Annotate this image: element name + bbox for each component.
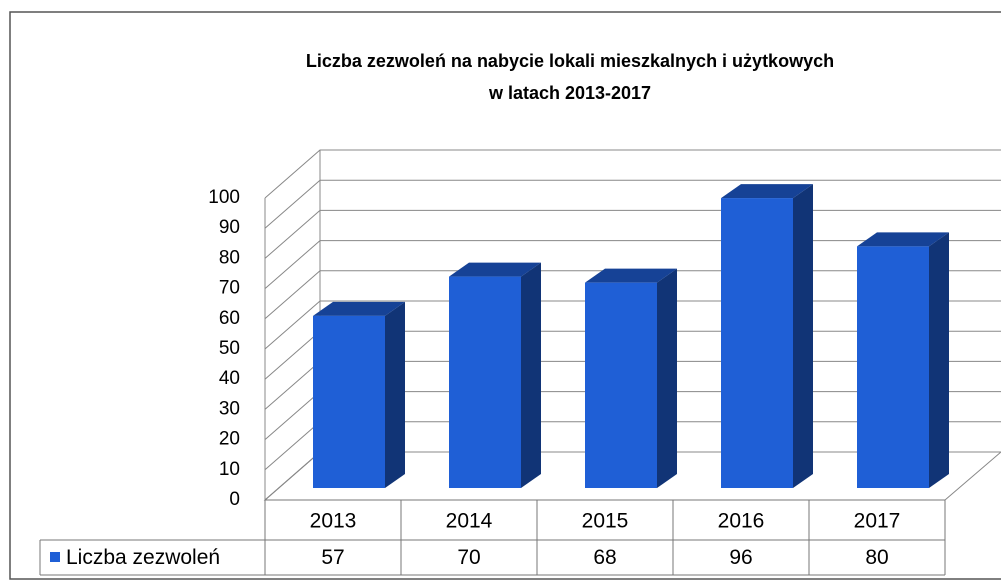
bar-top (857, 232, 949, 247)
bar-side (793, 184, 813, 488)
y-tick-label: 100 (208, 187, 240, 208)
bar (721, 184, 813, 488)
y-tick-label: 70 (219, 278, 240, 299)
chart-title: Liczba zezwoleń na nabycie lokali mieszk… (306, 51, 834, 71)
bar-side (385, 301, 405, 488)
bar-top (313, 301, 405, 316)
x-tick-label: 2015 (582, 510, 629, 533)
table-value: 80 (865, 546, 888, 569)
x-tick-label: 2014 (446, 510, 493, 533)
bar-top (721, 184, 813, 199)
bar (585, 268, 677, 488)
y-tick-label: 30 (219, 398, 240, 419)
legend-label: Liczba zezwoleń (66, 546, 220, 569)
x-tick-label: 2013 (310, 510, 357, 533)
bar-front (449, 276, 521, 488)
chart-title: w latach 2013-2017 (488, 83, 651, 103)
y-tick-label: 60 (219, 308, 240, 329)
bar-side (929, 232, 949, 488)
bar (313, 301, 405, 488)
table-value: 57 (321, 546, 344, 569)
table-value: 70 (457, 546, 480, 569)
bar (449, 262, 541, 488)
bar-front (721, 198, 793, 488)
bar-top (449, 262, 541, 277)
x-tick-label: 2016 (718, 510, 765, 533)
bar (857, 232, 949, 488)
y-tick-label: 20 (219, 429, 240, 450)
y-tick-label: 10 (219, 459, 240, 480)
legend-swatch (50, 552, 60, 562)
bar-front (313, 315, 385, 488)
y-tick-label: 90 (219, 217, 240, 238)
grid-line (264, 149, 1001, 199)
bar-side (521, 262, 541, 488)
table-value: 96 (729, 546, 752, 569)
bar-top (585, 268, 677, 283)
table-value: 68 (593, 546, 616, 569)
bar-front (585, 282, 657, 488)
y-tick-label: 80 (219, 247, 240, 268)
grid-line (264, 179, 1001, 229)
y-tick-label: 50 (219, 338, 240, 359)
bar-front (857, 246, 929, 488)
y-tick-label: 0 (229, 489, 240, 510)
x-tick-label: 2017 (854, 510, 901, 533)
bar-side (657, 268, 677, 488)
y-tick-label: 40 (219, 368, 240, 389)
